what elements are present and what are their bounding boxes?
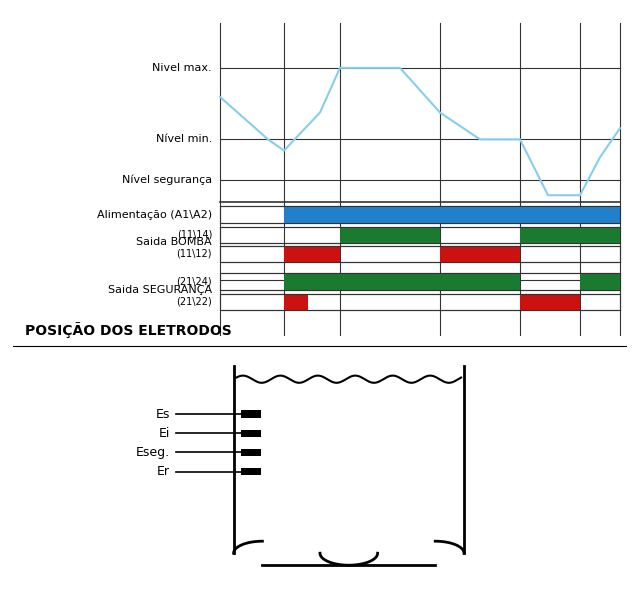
- Bar: [580, 274, 620, 290]
- Bar: [241, 449, 261, 456]
- Text: POSIÇÃO DOS ELETRODOS: POSIÇÃO DOS ELETRODOS: [25, 322, 232, 338]
- Bar: [284, 274, 520, 290]
- Text: Es: Es: [156, 407, 170, 421]
- Bar: [241, 468, 261, 475]
- Bar: [340, 227, 440, 243]
- Bar: [241, 430, 261, 437]
- Bar: [440, 245, 520, 262]
- Bar: [220, 274, 620, 290]
- Bar: [520, 293, 580, 310]
- Text: (21\24): (21\24): [177, 277, 212, 287]
- Bar: [220, 227, 620, 243]
- Bar: [520, 227, 620, 243]
- Text: Nível segurança: Nível segurança: [122, 175, 212, 185]
- Text: Nivel max.: Nivel max.: [152, 63, 212, 73]
- Text: (11\14): (11\14): [177, 230, 212, 240]
- Text: Alimentação (A1\A2): Alimentação (A1\A2): [97, 210, 212, 220]
- Text: Nível min.: Nível min.: [156, 134, 212, 145]
- Bar: [220, 293, 620, 310]
- Text: Er: Er: [157, 465, 170, 478]
- Text: Ei: Ei: [159, 427, 170, 440]
- Text: Saida BOMBA: Saida BOMBA: [136, 237, 212, 247]
- Bar: [241, 410, 261, 418]
- Text: (21\22): (21\22): [176, 297, 212, 307]
- Bar: [284, 206, 620, 223]
- Bar: [284, 245, 340, 262]
- Text: (11\12): (11\12): [177, 249, 212, 259]
- Bar: [220, 245, 620, 262]
- Bar: [220, 206, 620, 223]
- Bar: [284, 293, 308, 310]
- Text: Saida SEGURANÇA: Saida SEGURANÇA: [108, 284, 212, 295]
- Text: Eseg.: Eseg.: [136, 446, 170, 459]
